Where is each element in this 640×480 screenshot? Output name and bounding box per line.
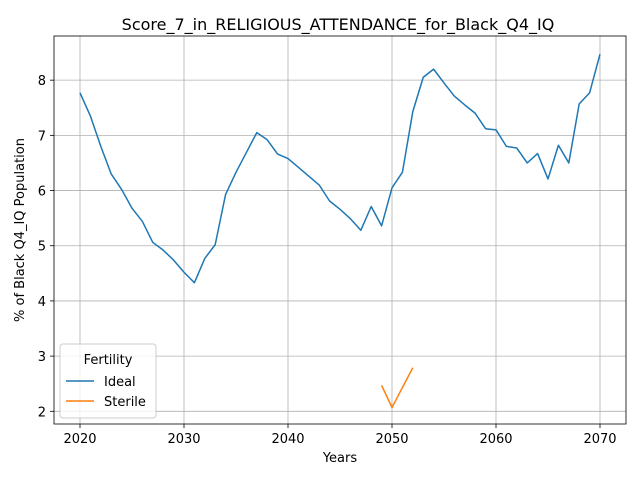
legend-title: Fertility	[84, 353, 133, 368]
grid	[54, 36, 626, 424]
x-tick-label: 2050	[375, 432, 408, 447]
y-tick-label: 6	[38, 185, 46, 200]
chart-title: Score_7_in_RELIGIOUS_ATTENDANCE_for_Blac…	[122, 15, 555, 35]
y-tick-label: 4	[38, 295, 46, 310]
y-axis-label: % of Black Q4_IQ Population	[13, 138, 28, 322]
y-tick-label: 5	[38, 240, 46, 255]
plot-frame	[53, 35, 627, 425]
legend-box	[59, 343, 157, 419]
series-line-sterile	[380, 367, 414, 409]
x-tick-label: 2030	[167, 432, 200, 447]
y-tick-label: 2	[38, 405, 46, 420]
legend-label-sterile: Sterile	[104, 395, 146, 410]
x-tick-label: 2040	[271, 432, 304, 447]
y-tick-label: 3	[38, 350, 46, 365]
y-tick-label: 8	[38, 74, 46, 89]
y-tick-label: 7	[38, 129, 46, 144]
x-tick-label: 2020	[63, 432, 96, 447]
series-group	[79, 54, 601, 409]
x-tick-label: 2070	[583, 432, 616, 447]
x-tick-label: 2060	[479, 432, 512, 447]
legend: Fertility Ideal Sterile	[59, 343, 157, 419]
series-line-ideal	[79, 54, 601, 284]
x-axis-label: Years	[322, 451, 358, 466]
axis-ticks: 2020 2030 2040 2050 2060 2070 2 3 4 5 6 7 8	[38, 74, 617, 447]
legend-label-ideal: Ideal	[104, 375, 136, 390]
